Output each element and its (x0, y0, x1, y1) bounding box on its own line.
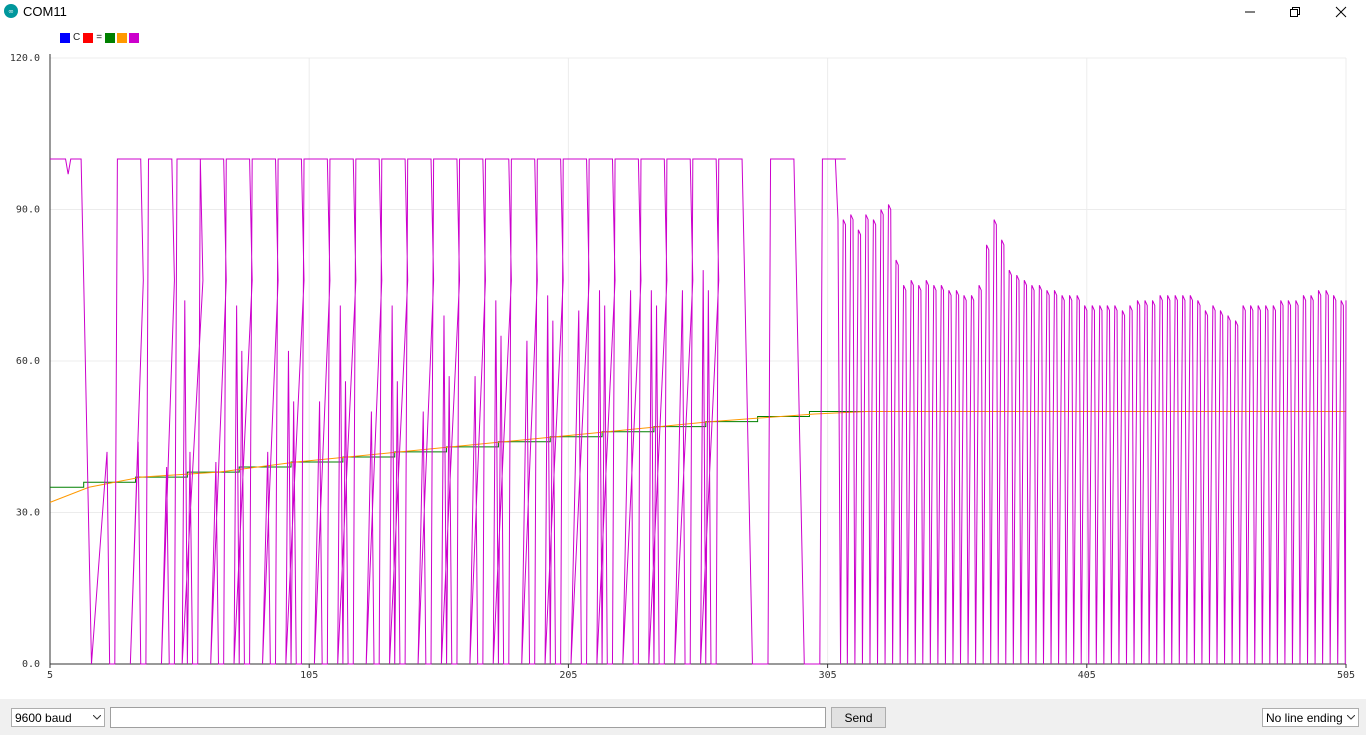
chevron-down-icon (1347, 715, 1355, 720)
send-button[interactable]: Send (831, 707, 886, 728)
legend-label-equals: = (96, 32, 103, 43)
plot-legend: C = (60, 32, 140, 44)
close-icon (1335, 6, 1347, 18)
serial-plotter-chart: 0.0 30.0 60.0 90.0 120.0 5 105 205 305 405 505 (10, 53, 1355, 681)
baud-rate-value: 9600 baud (15, 711, 72, 725)
x-tick-label: 105 (300, 670, 318, 681)
legend-swatch-green (105, 33, 116, 43)
legend-swatch-orange (117, 33, 128, 43)
x-tick-label: 305 (819, 670, 837, 681)
minimize-button[interactable] (1227, 0, 1273, 24)
minimize-icon (1245, 11, 1255, 13)
y-tick-label: 0.0 (22, 659, 40, 670)
restore-icon (1290, 7, 1300, 17)
y-tick-label: 60.0 (16, 356, 40, 367)
x-tick-label: 5 (47, 670, 53, 681)
arduino-logo-icon: ∞ (4, 4, 18, 18)
legend-swatch-magenta (129, 33, 140, 43)
y-tick-label: 90.0 (16, 205, 40, 216)
legend-swatch-blue (60, 33, 70, 43)
svg-text:∞: ∞ (8, 8, 14, 16)
legend-swatch-red (83, 33, 94, 43)
series-output-line (50, 158, 1347, 665)
line-ending-select[interactable]: No line ending (1262, 708, 1359, 727)
x-tick-label: 505 (1337, 670, 1355, 681)
title-bar: ∞ COM11 (0, 0, 1366, 24)
window-title: COM11 (23, 4, 67, 19)
baud-rate-select[interactable]: 9600 baud (11, 708, 105, 727)
y-tick-label: 30.0 (16, 508, 40, 519)
message-input[interactable] (110, 707, 826, 728)
y-tick-label: 120.0 (10, 53, 40, 64)
chevron-down-icon (93, 715, 101, 720)
x-tick-label: 405 (1078, 670, 1096, 681)
x-tick-label: 205 (559, 670, 577, 681)
restore-button[interactable] (1272, 0, 1318, 24)
legend-label-c: C (73, 32, 81, 43)
line-ending-value: No line ending (1266, 711, 1343, 725)
close-button[interactable] (1318, 0, 1364, 24)
